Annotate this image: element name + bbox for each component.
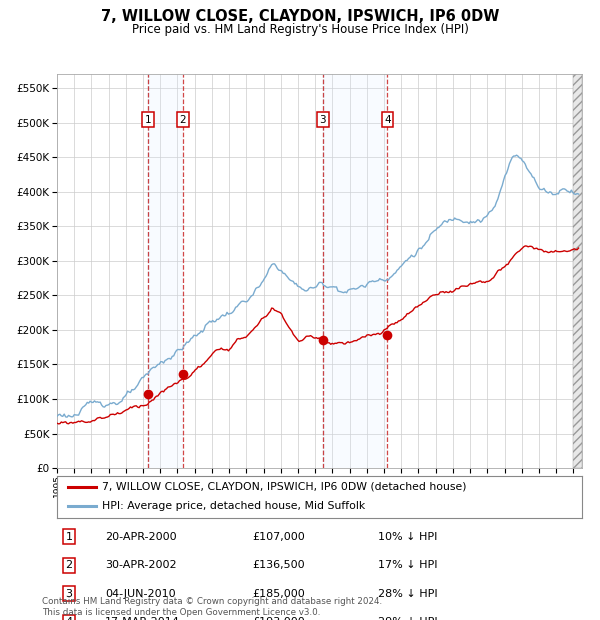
Bar [148, 74, 182, 468]
Text: 1: 1 [145, 115, 152, 125]
Text: 17% ↓ HPI: 17% ↓ HPI [378, 560, 437, 570]
Text: 7, WILLOW CLOSE, CLAYDON, IPSWICH, IP6 0DW (detached house): 7, WILLOW CLOSE, CLAYDON, IPSWICH, IP6 0… [101, 482, 466, 492]
Text: 7, WILLOW CLOSE, CLAYDON, IPSWICH, IP6 0DW: 7, WILLOW CLOSE, CLAYDON, IPSWICH, IP6 0… [101, 9, 499, 24]
Text: 3: 3 [65, 589, 73, 599]
Text: 28% ↓ HPI: 28% ↓ HPI [378, 589, 437, 599]
Text: 2: 2 [179, 115, 186, 125]
Text: 4: 4 [384, 115, 391, 125]
Text: 04-JUN-2010: 04-JUN-2010 [105, 589, 176, 599]
Text: Contains HM Land Registry data © Crown copyright and database right 2024.
This d: Contains HM Land Registry data © Crown c… [42, 598, 382, 617]
Text: £193,000: £193,000 [252, 618, 305, 620]
Text: £136,500: £136,500 [252, 560, 305, 570]
Text: 4: 4 [65, 618, 73, 620]
Text: £107,000: £107,000 [252, 532, 305, 542]
Text: 20-APR-2000: 20-APR-2000 [105, 532, 176, 542]
Text: £185,000: £185,000 [252, 589, 305, 599]
Text: 3: 3 [320, 115, 326, 125]
Text: 10% ↓ HPI: 10% ↓ HPI [378, 532, 437, 542]
Text: HPI: Average price, detached house, Mid Suffolk: HPI: Average price, detached house, Mid … [101, 502, 365, 512]
Bar [574, 74, 582, 468]
Text: 1: 1 [65, 532, 73, 542]
Text: 29% ↓ HPI: 29% ↓ HPI [378, 618, 437, 620]
Text: 2: 2 [65, 560, 73, 570]
Text: 17-MAR-2014: 17-MAR-2014 [105, 618, 180, 620]
Text: Price paid vs. HM Land Registry's House Price Index (HPI): Price paid vs. HM Land Registry's House … [131, 23, 469, 36]
Text: 30-APR-2002: 30-APR-2002 [105, 560, 176, 570]
Bar [323, 74, 388, 468]
